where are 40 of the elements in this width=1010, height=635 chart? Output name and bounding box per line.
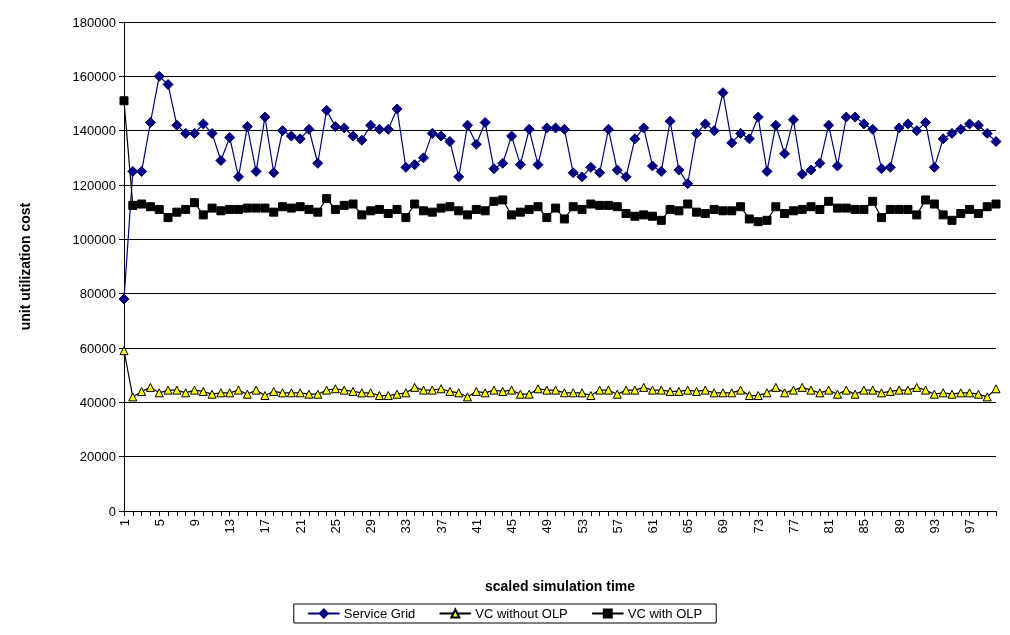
x-tick-label: 89	[891, 519, 907, 534]
y-tick-label: 100000	[72, 231, 116, 247]
y-tick-label: 60000	[79, 340, 116, 356]
y-tick-label: 120000	[72, 177, 116, 193]
x-tick-label: 93	[926, 519, 942, 534]
y-tick-label: 0	[108, 503, 116, 519]
x-tick-label: 73	[750, 519, 766, 534]
x-tick-label: 25	[327, 519, 343, 534]
y-axis-title: unit utilization cost	[17, 202, 33, 331]
x-tick-label: 77	[785, 519, 801, 534]
y-tick-label: 140000	[72, 123, 116, 139]
x-tick-label: 13	[222, 519, 238, 534]
x-tick-label: 45	[504, 519, 520, 534]
legend-label: VC without OLP	[475, 606, 568, 621]
x-tick-label: 17	[257, 519, 273, 534]
x-tick-label: 81	[821, 519, 837, 534]
x-tick-label: 85	[856, 519, 872, 534]
y-tick-label: 80000	[79, 286, 116, 302]
y-tick-label: 160000	[72, 68, 116, 84]
x-tick-label: 57	[609, 519, 625, 534]
x-tick-label: 21	[292, 519, 308, 534]
y-tick-label: 180000	[72, 14, 116, 30]
x-tick-label: 65	[680, 519, 696, 534]
x-tick-label: 41	[468, 519, 484, 534]
x-tick-label: 53	[574, 519, 590, 534]
x-tick-label: 49	[539, 519, 555, 534]
x-tick-label: 33	[398, 519, 414, 534]
x-tick-label: 29	[363, 519, 379, 534]
x-tick-label: 1	[116, 519, 132, 527]
x-tick-label: 5	[151, 519, 167, 527]
y-tick-label: 40000	[79, 394, 116, 410]
x-tick-label: 97	[962, 519, 978, 534]
x-axis-title: scaled simulation time	[484, 578, 636, 594]
x-tick-label: 9	[186, 519, 202, 527]
x-tick-label: 37	[433, 519, 449, 534]
legend-label: VC with OLP	[627, 606, 703, 621]
x-tick-label: 69	[715, 519, 731, 534]
x-tick-label: 61	[644, 519, 660, 534]
legend-label: Service Grid	[343, 606, 416, 621]
y-tick-label: 20000	[79, 449, 116, 465]
